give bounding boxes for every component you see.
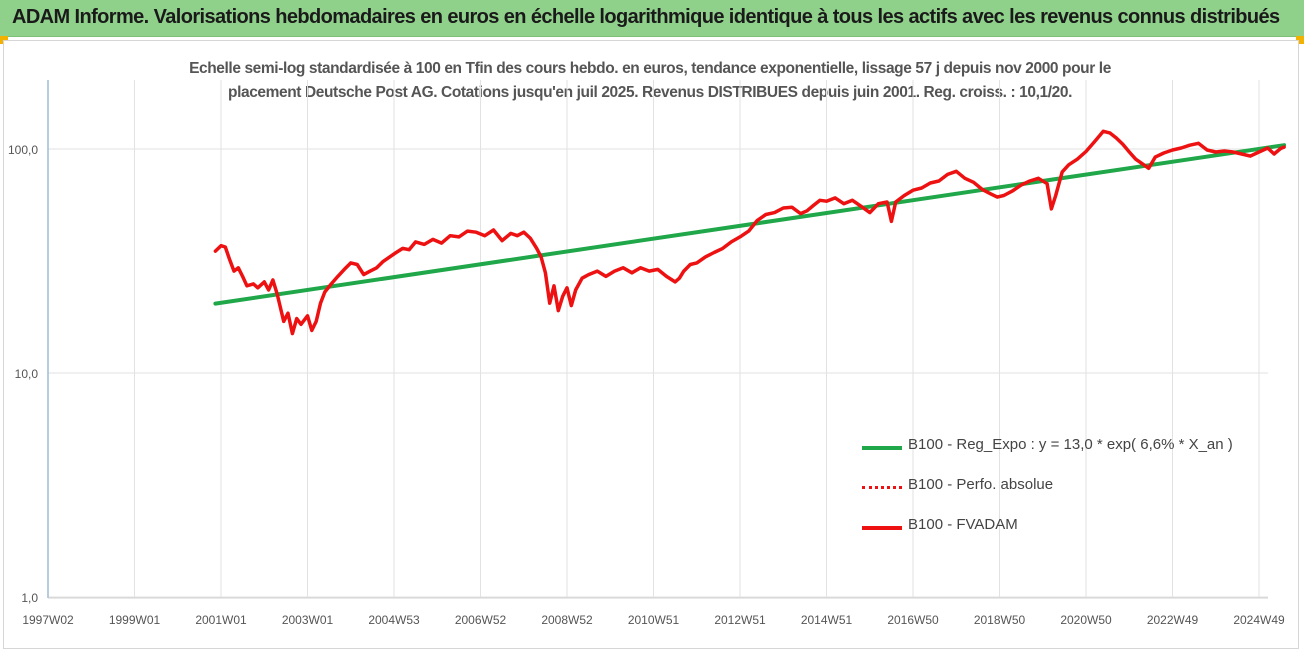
x-tick-label: 2016W50 <box>887 613 939 627</box>
x-tick-label: 2020W50 <box>1060 613 1112 627</box>
chart-frame <box>3 40 1299 649</box>
x-tick-label: 2022W49 <box>1147 613 1199 627</box>
x-tick-label: 2012W51 <box>714 613 766 627</box>
y-tick-label: 100,0 <box>8 143 38 157</box>
chart-title-line1: Echelle semi-log standardisée à 100 en T… <box>189 60 1111 77</box>
x-tick-label: 2006W52 <box>455 613 507 627</box>
legend-label-regression: B100 - Reg_Expo : y = 13,0 * exp( 6,6% *… <box>908 436 1233 453</box>
x-tick-label: 2001W01 <box>195 613 247 627</box>
x-tick-label: 1997W02 <box>22 613 74 627</box>
corner-marker-right <box>1296 36 1304 44</box>
x-tick-label: 2003W01 <box>282 613 334 627</box>
x-tick-label: 2008W52 <box>541 613 593 627</box>
legend-swatch-perfo <box>862 486 902 489</box>
x-tick-label: 2004W53 <box>368 613 420 627</box>
page-title: ADAM Informe. Valorisations hebdomadaire… <box>12 6 1280 28</box>
legend-label-perfo: B100 - Perfo. absolue <box>908 476 1054 493</box>
legend-swatch-regression <box>862 446 902 450</box>
series-line-regression <box>213 143 1287 306</box>
x-tick-label: 2014W51 <box>801 613 853 627</box>
x-tick-label: 2018W50 <box>974 613 1026 627</box>
x-tick-label: 2024W49 <box>1233 613 1285 627</box>
y-tick-label: 10,0 <box>15 367 39 381</box>
y-tick-label: 1,0 <box>21 591 38 605</box>
chart-subtitle: Echelle semi-log standardisée à 100 en T… <box>130 57 1170 105</box>
chart-title-line2: placement Deutsche Post AG. Cotations ju… <box>228 84 1072 101</box>
x-tick-label: 1999W01 <box>109 613 161 627</box>
title-banner: ADAM Informe. Valorisations hebdomadaire… <box>0 0 1304 37</box>
series-line-fvadam <box>213 129 1286 336</box>
x-tick-label: 2010W51 <box>628 613 680 627</box>
legend-swatch-fvadam <box>862 526 902 530</box>
legend-label-fvadam: B100 - FVADAM <box>908 516 1018 533</box>
